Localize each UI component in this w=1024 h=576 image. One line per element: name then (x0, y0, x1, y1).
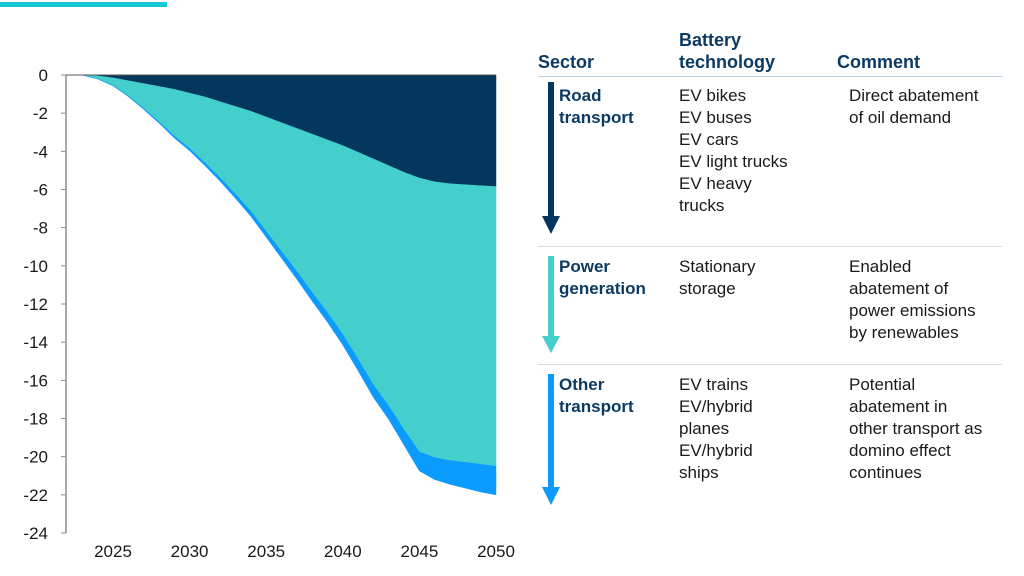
sector-label: Other transport (559, 374, 634, 418)
chart-axes: 0 -2 -4 -6 -8 -10 -12 -14 -16 -18 -20 -22 -24 2025 203… (23, 66, 514, 561)
stacked-area-chart: 0 -2 -4 -6 -8 -10 -12 -14 -16 -18 -20 -22 -24 2025 203… (23, 66, 514, 561)
comment-line: power emissions (849, 301, 976, 320)
comment-line: abatement in (849, 397, 948, 416)
row-divider (538, 364, 1002, 365)
y-tick-label: -4 (33, 142, 48, 161)
sector-line: generation (559, 279, 646, 298)
row-divider (538, 246, 1002, 247)
y-tick-label: -20 (23, 448, 48, 467)
technology-list: EV bikes EV buses EV cars EV light truck… (679, 85, 788, 217)
technology-list: EV trains EV/hybrid planes EV/hybrid shi… (679, 374, 753, 484)
y-tick-label: -10 (23, 257, 48, 276)
y-tick-label: -18 (23, 410, 48, 429)
comment-text: Potential abatement in other transport a… (849, 374, 982, 484)
y-tick-label: -14 (23, 333, 48, 352)
comment-line: continues (849, 463, 922, 482)
technology-item: EV light trucks (679, 152, 788, 171)
y-tick-label: -24 (23, 524, 48, 543)
y-tick-label: -8 (33, 219, 48, 238)
comment-line: by renewables (849, 323, 959, 342)
comment-line: domino effect (849, 441, 951, 460)
y-tick-label: -22 (23, 486, 48, 505)
arrow-down-icon (542, 82, 560, 234)
comment-line: Enabled (849, 257, 912, 276)
x-tick-label: 2025 (94, 542, 132, 561)
header-battery-line2: technology (679, 52, 776, 72)
y-tick-label: -2 (33, 104, 48, 123)
sector-line: transport (559, 397, 634, 416)
comment-line: Potential (849, 375, 916, 394)
technology-item: EV/hybrid (679, 397, 753, 416)
sector-line: transport (559, 108, 634, 127)
x-tick-label: 2030 (171, 542, 209, 561)
arrow-down-icon (542, 256, 560, 353)
y-tick-label: -16 (23, 371, 48, 390)
header-battery-technology: Battery technology (679, 29, 775, 73)
accent-bar (0, 2, 167, 7)
sector-line: Other (559, 375, 605, 394)
y-tick-label: -12 (23, 295, 48, 314)
technology-item: ships (679, 463, 719, 482)
header-comment: Comment (837, 52, 921, 72)
y-tick-label: -6 (33, 181, 48, 200)
comment-text: Direct abatement of oil demand (849, 85, 978, 129)
area-other-transport (82, 74, 497, 496)
comment-text: Enabled abatement of power emissions by … (849, 256, 976, 344)
technology-item: storage (679, 279, 736, 298)
chart-areas (82, 74, 497, 496)
technology-list: Stationary storage (679, 256, 756, 300)
x-tick-label: 2045 (400, 542, 438, 561)
technology-item: EV buses (679, 108, 752, 127)
header-battery-line1: Battery (679, 30, 742, 50)
x-tick-label: 2035 (247, 542, 285, 561)
comment-line: other transport as (849, 419, 983, 438)
sector-line: Road (559, 86, 602, 105)
technology-item: EV cars (679, 130, 739, 149)
comment-line: Direct abatement (849, 86, 979, 105)
x-tick-label: 2040 (324, 542, 362, 561)
sector-label: Road transport (559, 85, 634, 129)
technology-item: EV trains (679, 375, 748, 394)
technology-item: EV heavy (679, 174, 752, 193)
arrow-down-icon (542, 374, 560, 505)
technology-item: EV bikes (679, 86, 747, 105)
technology-item: EV/hybrid (679, 441, 753, 460)
sector-label: Power generation (559, 256, 646, 300)
header-sector: Sector (538, 52, 595, 72)
technology-item: trucks (679, 196, 725, 215)
header-divider (538, 76, 1002, 77)
sector-line: Power (559, 257, 611, 276)
technology-item: planes (679, 419, 730, 438)
comment-line: abatement of (849, 279, 949, 298)
technology-item: Stationary (679, 257, 756, 276)
comment-line: of oil demand (849, 108, 952, 127)
x-tick-label: 2050 (477, 542, 515, 561)
y-tick-label: 0 (39, 66, 48, 85)
